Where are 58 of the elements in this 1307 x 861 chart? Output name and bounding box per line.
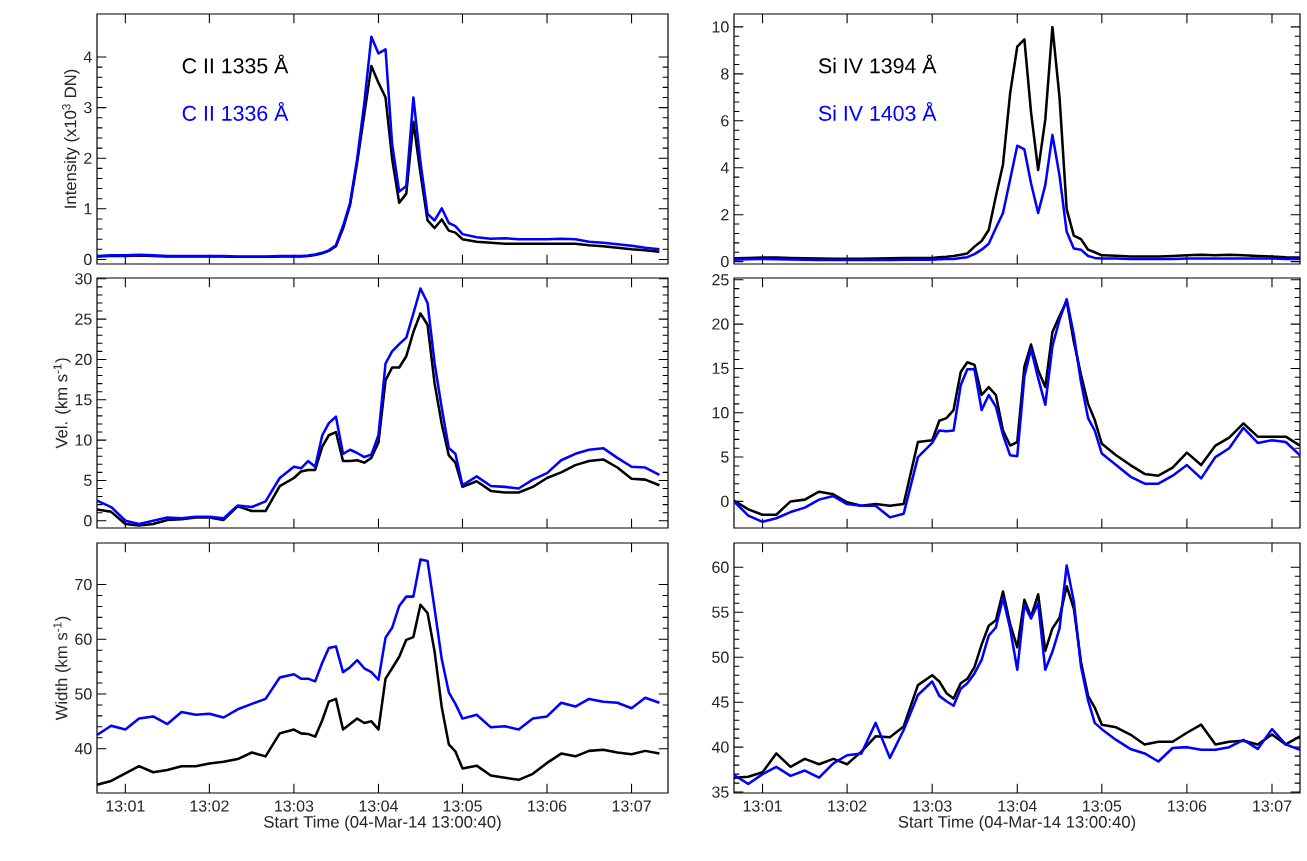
- y-tick-label: 5: [84, 474, 92, 486]
- x-tick-label: 13:02: [190, 800, 229, 812]
- y-tick-label: 8: [721, 68, 729, 80]
- y-tick-label: 10: [712, 21, 729, 33]
- line-series: [97, 558, 661, 737]
- y-tick-label: 1: [84, 203, 92, 215]
- x-axis-title: Start Time (04-Mar-14 13:00:40): [898, 815, 1136, 832]
- y-tick-label: 40: [74, 743, 92, 755]
- y-tick-label: 20: [75, 353, 92, 366]
- y-tick-label: 50: [712, 651, 729, 663]
- y-tick-label: 3: [84, 101, 92, 114]
- y-tick-label: 70: [75, 578, 92, 591]
- x-tick-label: 13:01: [743, 800, 782, 812]
- x-axis-title: Start Time (04-Mar-14 13:00:40): [264, 815, 501, 832]
- y-axis-title: Width (km s$^{-1}$): [53, 616, 71, 721]
- y-tick-label: 10: [712, 407, 729, 419]
- y-tick-label: 50: [75, 688, 92, 700]
- x-tick-label: 13:07: [612, 800, 651, 812]
- y-tick-label: 55: [712, 606, 729, 618]
- y-tick-label: 0: [84, 515, 92, 527]
- y-tick-label: 5: [721, 451, 729, 463]
- x-tick-label: 13:04: [998, 800, 1037, 812]
- y-tick-label: 0: [721, 255, 729, 268]
- x-tick-label: 13:04: [359, 800, 398, 812]
- y-tick-label: 10: [75, 434, 92, 446]
- x-tick-label: 13:03: [913, 800, 952, 812]
- y-tick-label: 15: [75, 394, 92, 406]
- y-tick-label: 15: [712, 362, 729, 374]
- x-tick-label: 13:03: [275, 800, 314, 812]
- x-tick-label: 13:06: [528, 800, 567, 812]
- y-tick-label: 0: [84, 253, 92, 266]
- x-tick-label: 13:07: [1253, 800, 1292, 812]
- y-tick-label: 40: [711, 741, 729, 753]
- y-tick-label: 4: [720, 162, 729, 174]
- y-tick-label: 35: [712, 786, 729, 798]
- y-tick-label: 6: [721, 115, 729, 127]
- y-tick-label: 4: [83, 51, 92, 63]
- y-tick-label: 25: [712, 274, 729, 286]
- text: Si IV 1394 Å: [818, 54, 937, 74]
- y-tick-label: 0: [721, 495, 729, 508]
- x-tick-label: 13:05: [1083, 800, 1122, 812]
- x-tick-label: 13:06: [1168, 800, 1207, 812]
- x-tick-label: 13:05: [443, 800, 482, 812]
- x-tick-label: 13:01: [106, 800, 145, 812]
- text: Si IV 1403 Å: [818, 102, 937, 121]
- text: C II 1336 Å: [182, 102, 289, 121]
- y-tick-label: 2: [721, 209, 729, 221]
- x-tick-label: 13:02: [828, 800, 867, 812]
- y-tick-label: 30: [75, 273, 92, 285]
- y-tick-label: 60: [75, 633, 92, 645]
- y-tick-label: 2: [84, 152, 92, 164]
- y-tick-label: 45: [711, 696, 729, 708]
- y-tick-label: 20: [712, 318, 729, 330]
- y-axis-title: Vel. (km s$^{-1}$): [53, 358, 71, 449]
- text: C II 1335 Å: [182, 54, 289, 74]
- y-tick-label: 25: [75, 313, 92, 325]
- y-axis-title: Intensity (x10$^{3}$ DN): [62, 69, 80, 208]
- y-tick-label: 60: [712, 561, 729, 573]
